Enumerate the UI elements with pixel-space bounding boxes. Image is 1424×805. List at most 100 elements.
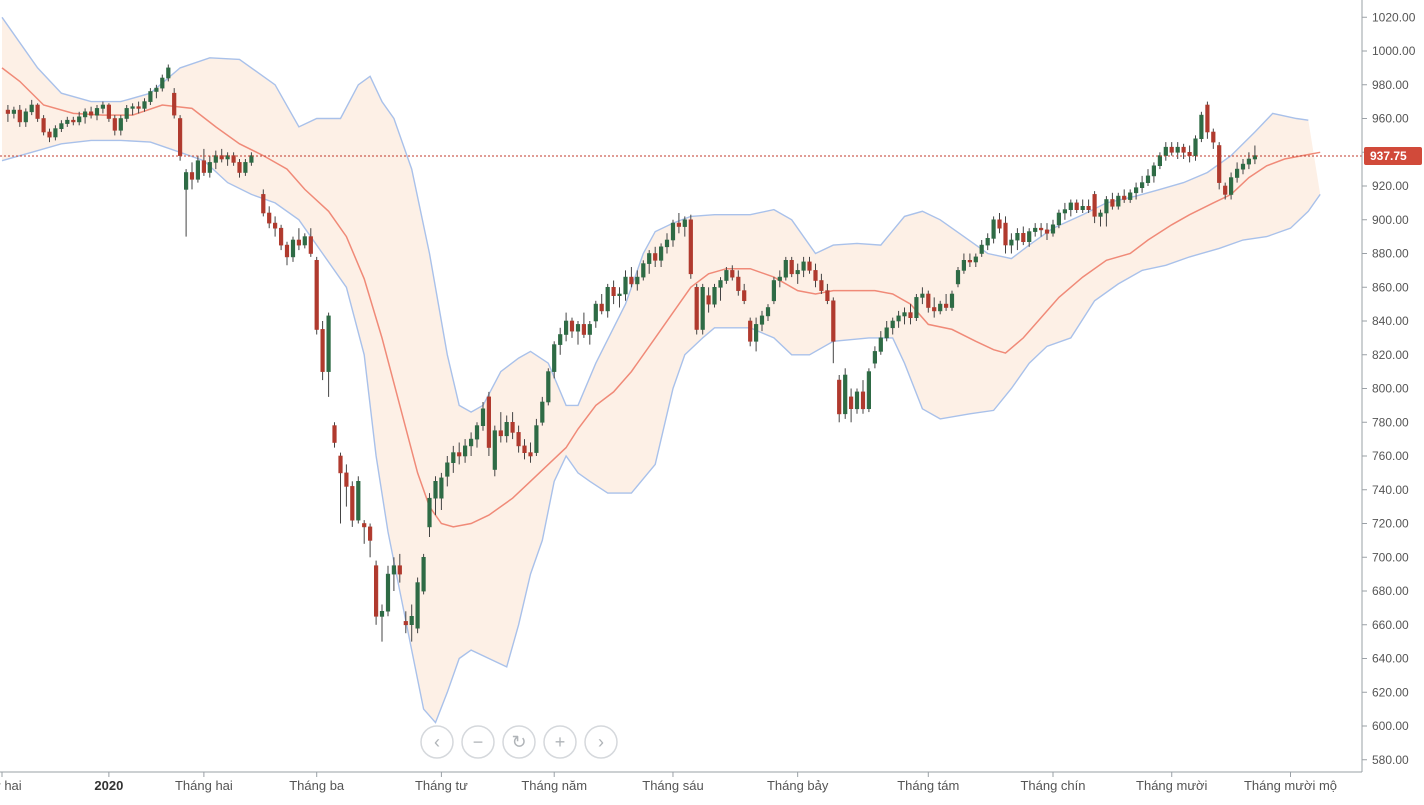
candle-body <box>261 194 266 214</box>
candle-body <box>41 118 46 133</box>
candle-body <box>118 118 123 131</box>
zoom-out-button[interactable]: − <box>461 725 495 759</box>
candle <box>207 155 212 178</box>
bollinger-lower-line <box>1 139 1321 724</box>
candle-body <box>1199 114 1204 139</box>
x-axis-ticks: ứ hai 2020 Tháng hai Tháng ba Tháng tư Tháng … <box>0 772 1337 793</box>
reset-button[interactable]: ↻ <box>502 725 536 759</box>
candle-body <box>474 425 480 440</box>
candle <box>926 290 931 313</box>
candle-body <box>243 162 248 173</box>
candle <box>552 341 557 379</box>
x-tick-label: Tháng tư <box>415 778 468 793</box>
axes-layer: 580.00 600.00 620.00 640.00 660.00 680.00 700.… <box>0 0 1416 793</box>
candle <box>1157 152 1162 170</box>
candle-body <box>486 396 492 448</box>
candle-body <box>676 222 681 227</box>
candle <box>1246 152 1251 170</box>
candle-body <box>356 480 361 521</box>
candle <box>528 442 533 463</box>
candle <box>985 233 990 251</box>
candle-body <box>1140 182 1145 189</box>
candle-body <box>213 155 218 163</box>
candle-body <box>136 106 141 109</box>
nav-button-circle <box>420 725 454 759</box>
candle <box>1027 228 1032 247</box>
candle <box>724 267 729 284</box>
nav-button-circle <box>502 725 536 759</box>
candle <box>100 101 105 114</box>
candle-body <box>1039 227 1044 231</box>
scroll-left-button[interactable]: ‹ <box>420 725 454 759</box>
price-tag: 937.75 <box>1364 147 1422 166</box>
candle <box>658 243 664 267</box>
candle-body <box>421 556 426 592</box>
candle-body <box>938 303 943 312</box>
candle-body <box>575 324 581 332</box>
candle <box>415 577 420 634</box>
candle-body <box>154 87 159 92</box>
candle-body <box>231 155 236 163</box>
candle-body <box>991 219 996 239</box>
scroll-right-button[interactable]: › <box>584 725 618 759</box>
candle <box>118 115 123 136</box>
candle <box>664 233 670 254</box>
price-tag-background <box>1364 147 1422 166</box>
candle <box>718 277 723 301</box>
candle-body <box>1211 131 1216 143</box>
candle <box>160 74 165 92</box>
candle-body <box>409 615 414 625</box>
candle <box>653 246 658 267</box>
candle <box>569 317 575 338</box>
candle-body <box>563 320 569 335</box>
candle <box>11 106 17 119</box>
y-tick-label: 620.00 <box>1372 685 1409 699</box>
candle-body <box>819 280 824 291</box>
candle-body <box>1229 177 1234 195</box>
candle-body <box>949 293 955 308</box>
candle <box>742 283 747 305</box>
candle <box>457 442 462 465</box>
candle <box>427 493 432 537</box>
candle-body <box>1157 155 1162 167</box>
candle-body <box>468 438 474 447</box>
y-tick-label: 640.00 <box>1372 652 1409 666</box>
candle-body <box>694 286 699 330</box>
candle-body <box>647 253 652 264</box>
candle <box>866 368 871 413</box>
candle-body <box>320 329 325 372</box>
candle <box>41 115 46 136</box>
candle <box>884 321 889 342</box>
candle <box>955 267 961 288</box>
candle <box>629 267 634 288</box>
zoom-in-button[interactable]: + <box>543 725 577 759</box>
candle-body <box>1246 158 1251 165</box>
candle <box>124 105 129 122</box>
candle <box>1074 199 1079 213</box>
candle <box>938 300 943 315</box>
candle <box>700 283 705 335</box>
candle <box>712 283 717 308</box>
candle-body <box>997 219 1002 229</box>
candle <box>201 148 207 176</box>
candle-body <box>1193 138 1198 157</box>
candle-body <box>961 259 966 271</box>
candle-body <box>724 270 729 281</box>
candle <box>1181 143 1186 159</box>
candle <box>94 105 100 121</box>
candle-body <box>308 236 313 254</box>
candle <box>807 256 812 274</box>
candle <box>1151 162 1156 183</box>
candle-body <box>866 371 871 410</box>
candle-body <box>367 526 373 541</box>
candle-body <box>462 445 468 457</box>
candle <box>53 125 58 141</box>
candle-body <box>777 276 782 281</box>
candle <box>759 310 765 332</box>
bollinger-upper-line <box>1 16 1309 413</box>
candle-body <box>902 312 907 317</box>
candle <box>837 375 842 423</box>
candle <box>813 263 818 288</box>
